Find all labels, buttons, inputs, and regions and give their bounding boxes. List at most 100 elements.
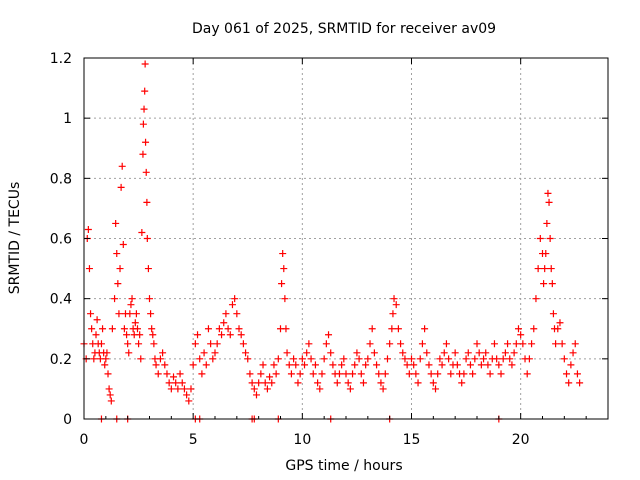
data-point [418,340,426,348]
data-point [399,349,407,357]
data-point [84,225,92,233]
data-point [257,370,265,378]
data-point [143,235,151,242]
data-point [493,355,501,363]
y-axis-label: SRMTID / TECUs [7,182,23,295]
data-point [139,150,147,158]
data-point [338,361,346,369]
data-point [137,355,145,363]
data-point [379,385,387,393]
data-point [547,265,555,273]
data-point [108,325,116,333]
data-point [280,265,288,273]
data-point [237,331,245,339]
data-point [142,168,150,176]
data-point [386,340,394,348]
data-point [292,361,300,369]
data-point [107,397,115,405]
data-point [432,385,440,393]
data-point [231,295,239,303]
data-point [512,340,520,348]
data-point [410,361,418,369]
y-tick-label: 0.6 [50,232,72,248]
data-point [576,379,584,387]
data-point [141,60,149,68]
data-point [116,265,124,273]
data-point [207,340,215,348]
data-point [377,379,385,387]
y-tick-label: 1 [63,111,72,127]
data-point [541,265,549,273]
data-point [152,361,160,369]
y-tick-label: 1.2 [50,51,72,67]
data-point [314,379,322,387]
data-point [233,310,241,318]
data-point [242,349,250,357]
data-point [464,349,472,357]
data-point [445,355,453,363]
data-point [414,379,422,387]
data-point [523,370,531,378]
data-point [139,120,147,128]
data-point [316,385,324,393]
data-point [161,361,169,369]
data-point [552,340,560,348]
data-point [104,370,112,378]
data-point [113,250,121,258]
data-point [475,349,483,357]
data-point [571,340,579,348]
data-point [558,340,566,348]
data-point [146,295,153,303]
data-point [268,379,276,387]
data-point [401,355,409,363]
data-point [282,325,290,333]
data-point [118,162,126,170]
data-point [416,355,424,363]
data-point [510,349,518,357]
data-point [569,349,577,357]
data-point [442,340,450,348]
data-point [506,355,514,363]
data-point [460,370,468,378]
data-point [196,355,204,363]
data-point [389,310,397,318]
data-point [138,228,146,236]
data-point [482,349,490,357]
data-point [287,370,295,378]
data-point [563,370,571,378]
data-point [519,340,527,348]
data-point [111,295,119,303]
data-point [517,331,525,339]
data-point [93,316,101,324]
data-point [359,379,367,387]
data-point [296,370,304,378]
data-point [405,370,413,378]
data-point [560,355,568,363]
data-point [307,355,315,363]
data-point [252,391,260,399]
data-point [131,319,139,327]
data-point [126,310,134,318]
data-point [112,219,120,227]
data-point [495,361,503,369]
data-point [115,310,123,318]
data-point [480,355,488,363]
x-tick-label: 20 [512,432,530,448]
data-point [213,340,221,348]
data-point [545,198,553,206]
data-point [266,373,274,381]
data-point [283,349,291,357]
data-point [144,265,152,273]
y-tick-label: 0.8 [50,171,72,187]
data-point [281,295,289,303]
data-point [327,349,335,357]
data-point [274,355,282,363]
data-point [228,301,236,309]
data-point [340,355,348,363]
data-point [370,349,378,357]
data-point [220,319,228,327]
data-point [440,349,448,357]
data-point [103,349,111,357]
data-point [366,340,374,348]
data-point [325,331,333,339]
